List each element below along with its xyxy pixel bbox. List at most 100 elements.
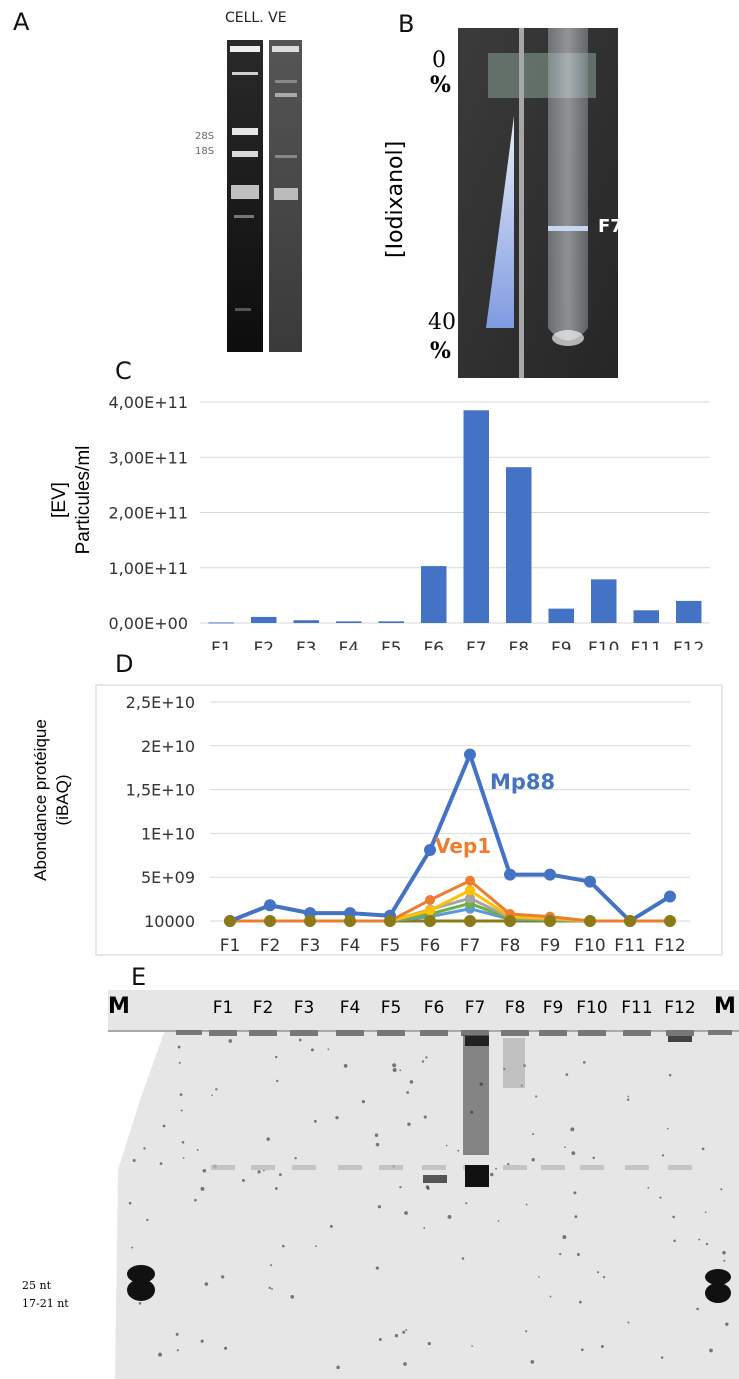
d-xtick-label: F9 (540, 936, 561, 956)
gel-speckle (423, 1115, 427, 1119)
gel-speckle (180, 1109, 183, 1112)
c-xtick-label: F4 (338, 639, 359, 650)
gel-speckle (447, 1214, 452, 1219)
gel-speckle (329, 1224, 333, 1228)
gel-speckle (407, 1122, 411, 1126)
lane-label-F10: F10 (576, 998, 608, 1018)
iodixanol-axis: [Iodixanol] (383, 118, 443, 258)
gel-speckle (394, 1333, 399, 1338)
c-ylabel: [EV] Particules/ml (48, 400, 96, 600)
c-bar-F7 (463, 410, 489, 623)
gel-speckle (421, 1060, 425, 1063)
c-ytick-label: 1,00E+11 (109, 559, 189, 578)
panel-a-rna-gel: CELL. VE 28S 18S (195, 10, 345, 355)
gel-speckle (559, 1253, 562, 1256)
gel-speckle (538, 1276, 540, 1278)
well-marker-right (708, 1030, 732, 1035)
lane-label-F4: F4 (339, 998, 361, 1018)
d-baseline-point (584, 915, 596, 927)
stand-rod (519, 28, 524, 378)
gel-speckle (294, 1156, 297, 1160)
gel-speckle (659, 1196, 662, 1199)
size-17-21nt: 17-21 nt (22, 1297, 69, 1310)
gel-speckle (162, 1124, 166, 1128)
gel-speckle (211, 1094, 213, 1096)
well-F1 (209, 1030, 237, 1036)
band (275, 80, 297, 83)
gel-speckle (465, 1202, 468, 1205)
gel-speckle (701, 1147, 705, 1151)
lane-label-F8: F8 (504, 998, 526, 1018)
d-point (424, 844, 436, 857)
c-ytick-label: 4,00E+11 (109, 393, 189, 412)
well-marker-left (176, 1030, 202, 1035)
gel-speckle (704, 1211, 707, 1214)
gel-speckle (647, 1186, 650, 1189)
d-baseline-point (624, 915, 636, 927)
d-series-line (230, 879, 670, 923)
panel-label-b: B (398, 10, 415, 38)
lane-label-F3: F3 (293, 998, 315, 1018)
d-baseline-point (464, 915, 476, 927)
gel-speckle (310, 1048, 314, 1052)
band-f7-strong (465, 1165, 489, 1187)
d-xtick-label: F12 (654, 936, 685, 956)
gel-a-image (227, 40, 302, 352)
gel-speckle (159, 1162, 163, 1165)
gel-speckle (177, 1045, 181, 1049)
d-baseline-point (544, 915, 556, 927)
gel-speckle (281, 1244, 285, 1248)
c-bar-F6 (421, 566, 447, 623)
d-point (544, 868, 556, 881)
gel-speckle (426, 1186, 430, 1190)
gel-speckle (627, 1095, 630, 1098)
d-point (465, 875, 475, 886)
gel-speckle (263, 1169, 265, 1172)
gel-speckle (427, 1342, 431, 1346)
gel-speckle (574, 1215, 578, 1219)
band-F12 (668, 1165, 692, 1170)
conc-top-unit: % (430, 72, 451, 98)
tube-bottom (552, 330, 584, 346)
gel-speckle (698, 1238, 701, 1241)
c-ytick-label: 2,00E+11 (109, 504, 189, 523)
c-ytick-label: 0,00E+00 (109, 614, 189, 633)
gel-speckle (374, 1133, 379, 1138)
panel-e-small-rna-gel: M M F1 F2 F3 F4 F5 F6 F7 F8 F9 F10 F11 F12 25 nt 17… (0, 990, 739, 1379)
gel-speckle (378, 1338, 382, 1342)
c-bar-F12 (676, 600, 702, 623)
marker-right-label: M (714, 994, 736, 1019)
band-F10 (580, 1165, 604, 1170)
well-F7 (461, 1030, 489, 1036)
gel-speckle (196, 1148, 199, 1151)
band-f7-top (465, 1036, 489, 1046)
gel-speckle (530, 1360, 535, 1364)
well-F9 (539, 1030, 567, 1036)
c-bar-F9 (548, 608, 574, 623)
gel-speckle (315, 1245, 317, 1248)
c-ylabel-line1: [EV] (49, 482, 70, 518)
d-ylabel-wrap: Abondance protéique (iBAQ) (30, 719, 290, 985)
gel-speckle (571, 1151, 576, 1156)
gel-speckle (274, 1187, 278, 1190)
gel-speckle (392, 1067, 397, 1072)
size-25nt: 25 nt (22, 1279, 51, 1292)
lane-label-F11: F11 (621, 998, 653, 1018)
conc-bottom: 40 (428, 310, 456, 335)
d-baseline-point (304, 915, 316, 927)
d-point (584, 875, 596, 888)
gel-speckle (562, 1235, 567, 1240)
gel-speckle (268, 1286, 271, 1290)
gel-background (108, 990, 739, 1379)
c-xtick-label: F2 (253, 639, 274, 650)
gel-speckle (507, 1162, 510, 1166)
marker-left-label: M (108, 994, 130, 1019)
gel-e-image (108, 990, 739, 1379)
lane-label-F9: F9 (542, 998, 564, 1018)
panel-d-line-chart: 10000 5E+09 1E+10 1,5E+10 2E+10 2,5E+10 F1 F2 F3… (0, 675, 739, 965)
gel-speckle (600, 1344, 604, 1348)
gel-speckle (423, 1226, 426, 1229)
d-baseline-point (664, 915, 676, 927)
iba-line-chart: 10000 5E+09 1E+10 1,5E+10 2E+10 2,5E+10 F1 F2 F3… (95, 684, 723, 956)
gel-speckle (194, 1198, 197, 1202)
